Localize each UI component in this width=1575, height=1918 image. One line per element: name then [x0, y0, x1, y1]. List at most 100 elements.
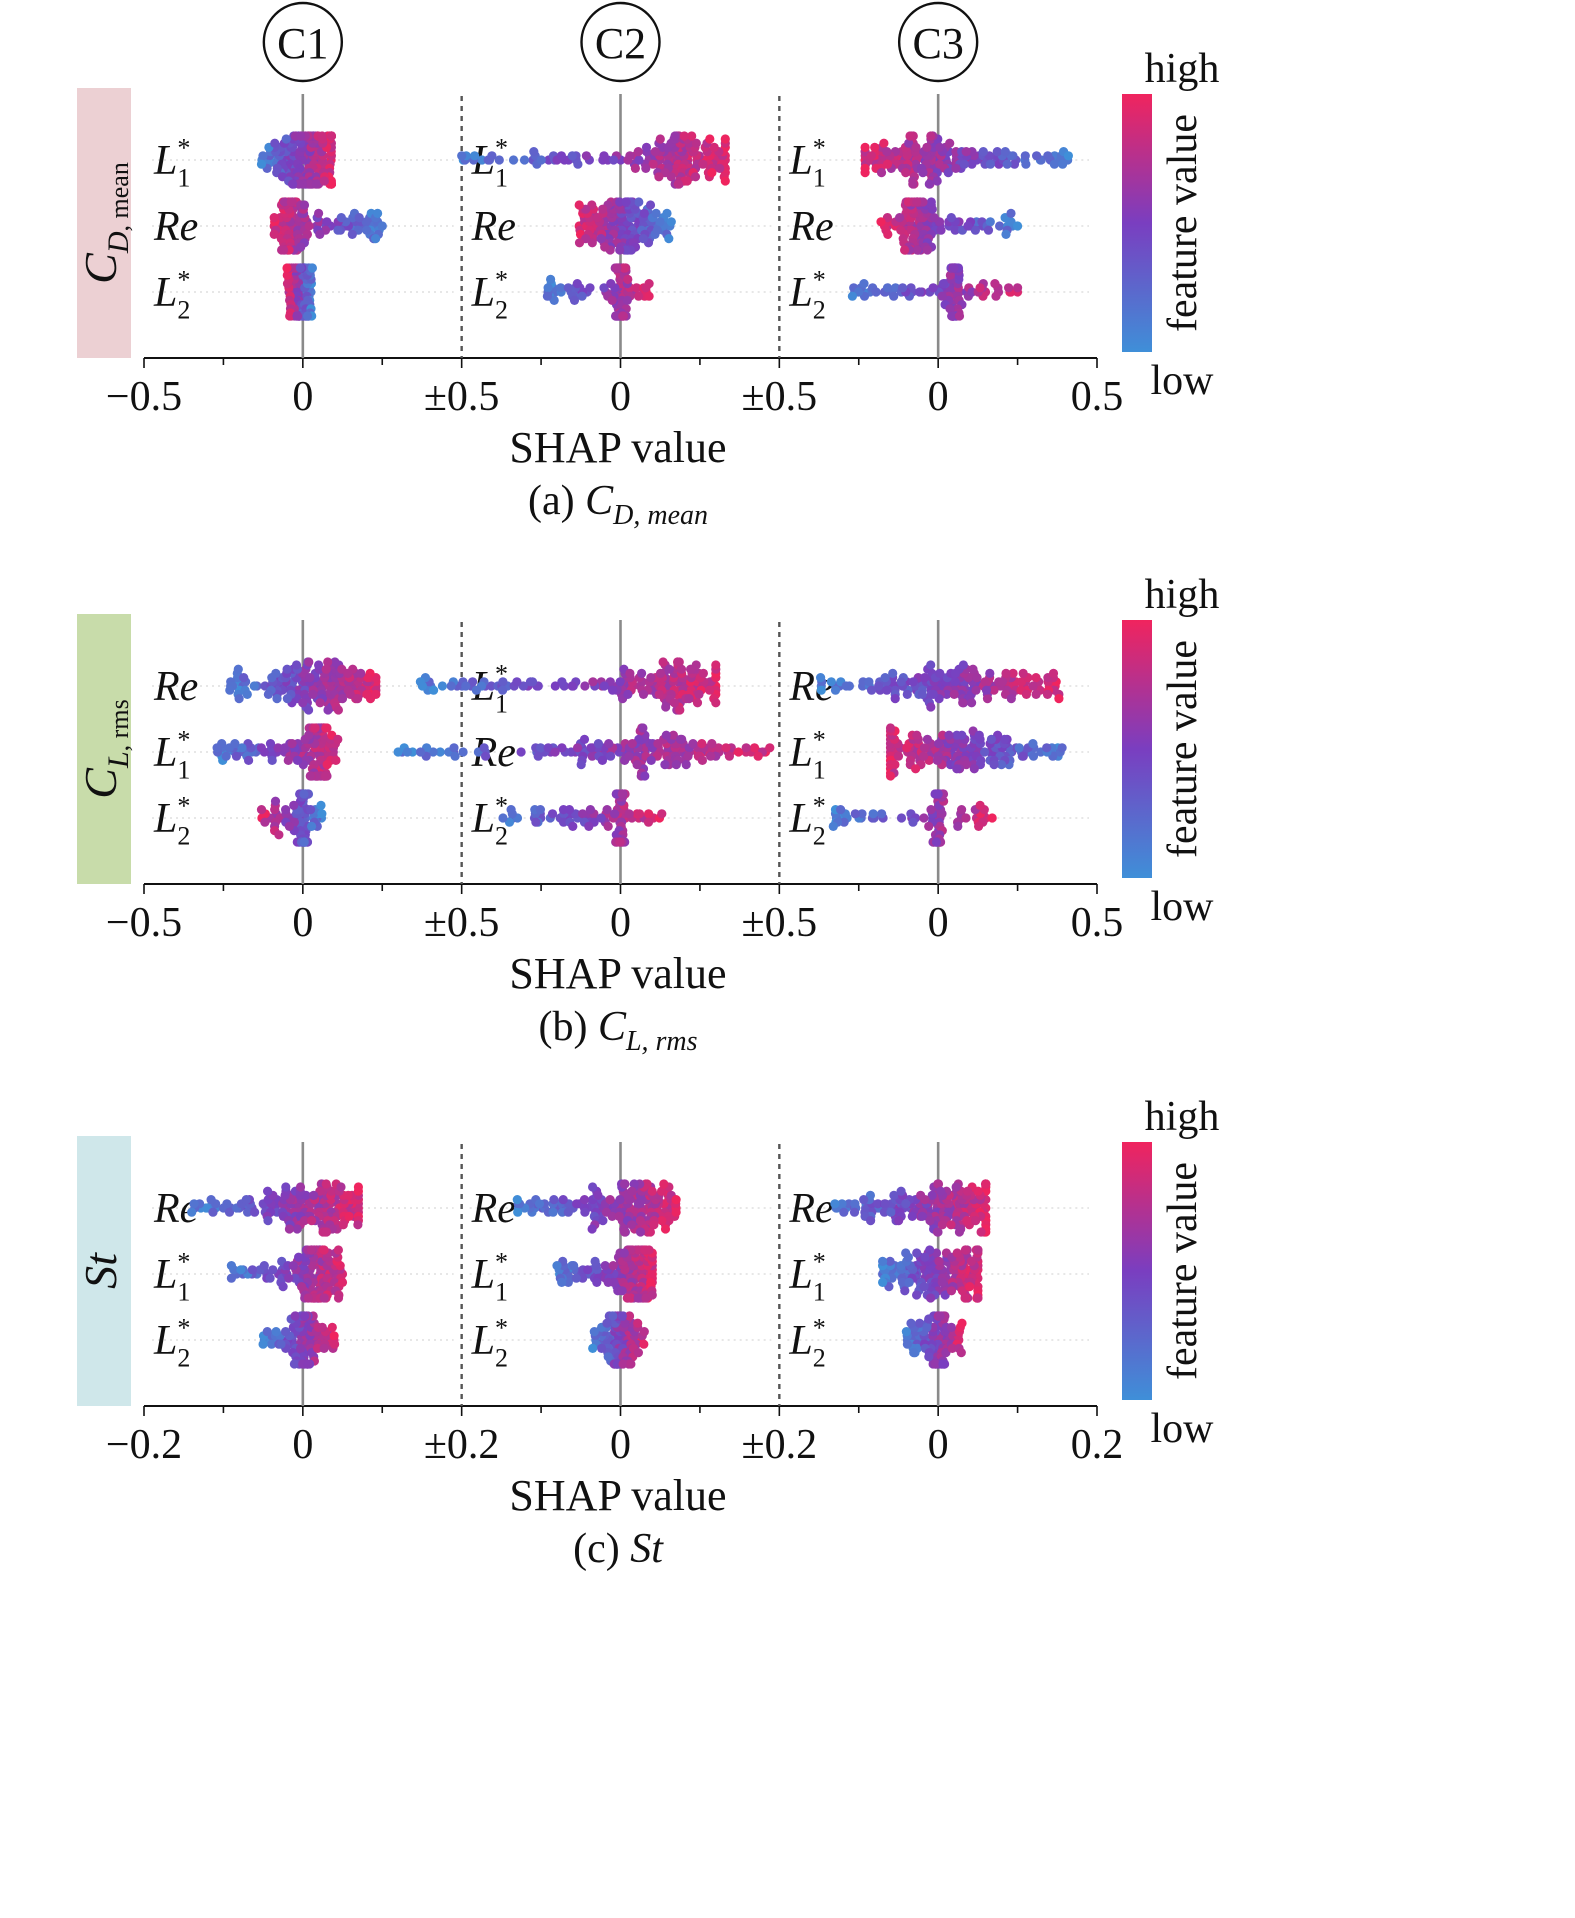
- shap-point: [649, 1220, 659, 1230]
- shap-point: [962, 1216, 972, 1226]
- shap-point: [588, 677, 598, 687]
- shap-point: [224, 1207, 235, 1217]
- shap-point: [598, 1216, 608, 1226]
- shap-point: [508, 155, 519, 165]
- shap-point: [657, 1186, 667, 1196]
- shap-point: [879, 1207, 890, 1217]
- shap-point: [926, 197, 936, 207]
- shap-point: [897, 1277, 908, 1287]
- shap-point: [866, 151, 877, 161]
- shap-point: [987, 813, 997, 823]
- shap-point: [270, 796, 281, 806]
- shap-point: [314, 660, 324, 670]
- shap-point: [920, 1252, 930, 1262]
- shap-point: [938, 279, 949, 289]
- shap-point: [284, 1273, 294, 1283]
- feature-label-l1: L*1: [153, 725, 190, 784]
- shap-point: [989, 685, 999, 695]
- shap-point: [604, 739, 614, 749]
- shap-point: [1004, 283, 1014, 293]
- shap-point: [961, 147, 971, 157]
- shap-point: [944, 730, 954, 740]
- target-band-a: [77, 88, 131, 358]
- shap-point: [304, 657, 314, 667]
- shap-point: [256, 159, 267, 169]
- beeswarm-row: [860, 131, 1073, 189]
- shap-point: [935, 142, 945, 152]
- shap-point: [1009, 159, 1020, 169]
- shap-point: [919, 751, 929, 761]
- shap-point: [624, 751, 634, 761]
- shap-point: [673, 657, 683, 667]
- shap-point: [721, 743, 731, 753]
- shap-point: [284, 821, 294, 832]
- shap-point: [859, 279, 869, 289]
- target-label-a: CD, mean: [75, 162, 135, 284]
- shap-point: [638, 723, 648, 733]
- shap-point: [333, 705, 343, 715]
- shap-point: [231, 751, 242, 761]
- shap-point: [671, 1195, 681, 1205]
- shap-point: [664, 234, 674, 244]
- shap-point: [449, 743, 459, 753]
- case-circle-c2: [580, 1, 661, 83]
- beeswarm-row: [588, 1311, 649, 1369]
- shap-point: [896, 813, 907, 823]
- shap-point: [980, 747, 990, 757]
- shap-point: [868, 809, 878, 819]
- shap-point: [470, 151, 480, 161]
- shap-point: [666, 172, 676, 182]
- shap-point: [644, 291, 654, 301]
- shap-point: [588, 1343, 598, 1353]
- shap-point: [646, 755, 656, 766]
- shap-point: [933, 789, 943, 799]
- shap-point: [506, 805, 516, 815]
- shap-point: [593, 739, 604, 749]
- shap-point: [917, 689, 927, 700]
- shap-point: [924, 179, 934, 189]
- x-tick-label-a: ±0.5: [424, 374, 500, 420]
- shap-point: [902, 689, 912, 700]
- shap-point: [494, 155, 504, 165]
- shap-point: [644, 1245, 654, 1255]
- shap-point: [658, 657, 668, 667]
- shap-point: [578, 809, 588, 819]
- panel-b: CL, rms −0.5 0 ±0.5 0 ±0.5 0 0.5 SHAP value (b) C…: [75, 572, 1219, 1057]
- shap-point: [926, 805, 936, 815]
- shap-point: [908, 179, 918, 189]
- shap-point: [299, 1216, 310, 1226]
- shap-point: [313, 1343, 323, 1353]
- feature-label-re: Re: [153, 204, 198, 250]
- shap-point: [303, 1293, 313, 1303]
- colorbar-a: high low feature value: [1122, 46, 1219, 404]
- group-c-c1: ReL* 1L* 2: [152, 1142, 454, 1406]
- shap-point: [956, 1348, 966, 1358]
- feature-label-re: Re: [153, 664, 198, 710]
- shap-point: [641, 163, 651, 173]
- shap-point: [292, 311, 302, 321]
- feature-label-l2: L* 2: [153, 791, 190, 850]
- shap-point: [698, 668, 709, 679]
- shap-point: [304, 730, 314, 740]
- shap-point: [915, 287, 925, 297]
- shap-point: [603, 1277, 613, 1287]
- shap-point: [345, 689, 355, 700]
- shap-point: [225, 685, 235, 695]
- colorbar-title: feature value: [1160, 1162, 1206, 1380]
- shap-point: [243, 1207, 253, 1217]
- shap-point: [946, 213, 956, 223]
- shap-point: [576, 760, 586, 770]
- shap-point: [912, 1248, 922, 1258]
- shap-point: [623, 274, 633, 284]
- shap-point: [880, 673, 890, 683]
- shap-point: [326, 131, 336, 141]
- feature-label-l1: L*1: [471, 1247, 508, 1306]
- shap-point: [928, 283, 938, 293]
- shap-point: [652, 225, 662, 235]
- shap-point: [621, 197, 631, 207]
- shap-point: [839, 1207, 849, 1217]
- shap-point: [894, 1216, 904, 1226]
- shap-point: [535, 805, 546, 815]
- beeswarm-row: [269, 197, 387, 255]
- case-label-c3: C3: [912, 19, 963, 68]
